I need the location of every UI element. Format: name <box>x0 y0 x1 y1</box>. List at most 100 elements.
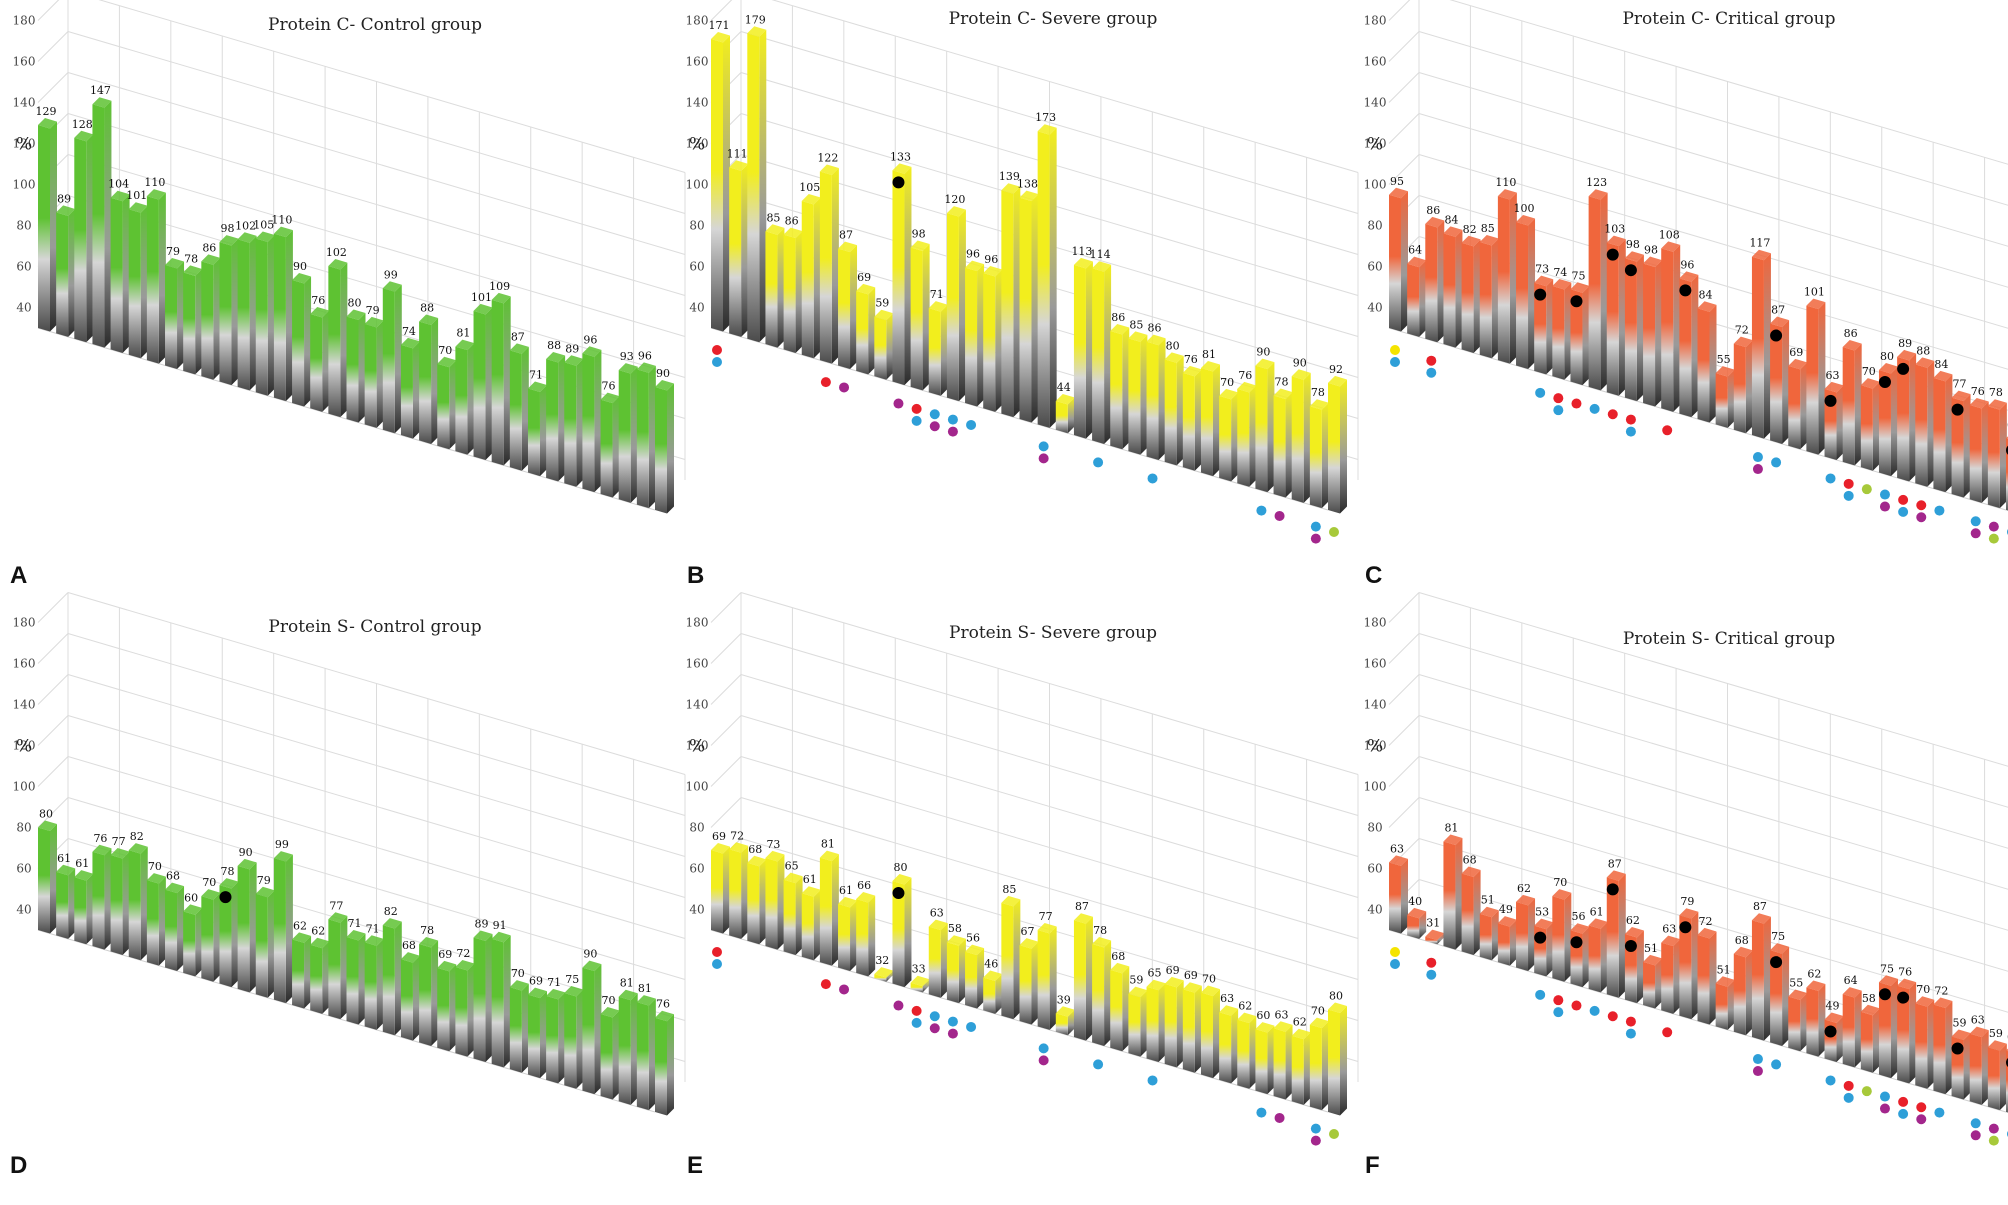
bar-top <box>1237 381 1257 393</box>
bar <box>1715 976 1735 1030</box>
bar-side <box>1321 402 1329 509</box>
bar-side <box>1782 946 1790 1046</box>
black-dot-marker <box>1679 284 1692 297</box>
bar-side <box>1727 369 1735 428</box>
bar <box>1001 895 1021 1020</box>
bar-top <box>165 882 185 894</box>
bar-value-label: 76 <box>1971 385 1985 398</box>
y-tick-label: 60 <box>16 862 31 876</box>
bar-front <box>1291 1035 1304 1105</box>
bar-front <box>729 849 742 939</box>
bar-side <box>213 892 221 982</box>
bar-value-label: 89 <box>475 918 489 931</box>
bar <box>618 363 638 503</box>
black-dot-marker <box>219 891 232 904</box>
bar <box>1073 913 1093 1041</box>
bar-front <box>1842 994 1855 1068</box>
bar-value-label: 46 <box>984 957 998 970</box>
y-tick-label: 120 <box>686 739 709 753</box>
bar-side <box>1836 1016 1844 1063</box>
legend-markers <box>712 947 1339 1146</box>
bar-top <box>1987 1040 2007 1051</box>
black-dot-marker <box>1534 288 1547 301</box>
bar <box>1425 929 1445 945</box>
bar-top <box>1407 907 1427 919</box>
bar-front <box>1128 338 1141 455</box>
bar-front <box>509 350 522 471</box>
bar <box>1933 370 1953 493</box>
bar-top <box>1969 1026 1989 1038</box>
bar <box>1770 943 1790 1046</box>
bar-side <box>648 998 656 1111</box>
bar-front <box>1842 347 1855 466</box>
bar-top <box>838 241 858 253</box>
bar-side <box>1321 1021 1329 1111</box>
bar-side <box>1509 192 1517 364</box>
bar-top <box>273 226 293 238</box>
marker-purple-dot <box>947 426 958 437</box>
bar-top <box>38 820 57 832</box>
y-tick-label: 60 <box>16 260 31 274</box>
y-tick-label: 100 <box>13 780 36 794</box>
bar-front <box>1606 877 1619 998</box>
bar-side <box>1818 984 1826 1057</box>
bar-top <box>310 937 330 949</box>
highlight-dots <box>892 887 905 900</box>
bar-value-label: 87 <box>1771 304 1785 317</box>
bar-side <box>358 313 366 423</box>
bar-side <box>576 989 584 1089</box>
bar <box>38 820 57 934</box>
bar-top <box>292 932 312 943</box>
bar-top <box>364 935 384 946</box>
bar-top <box>1915 996 1935 1007</box>
bar-side <box>68 868 76 939</box>
bar-side <box>958 209 966 402</box>
bar <box>92 844 112 950</box>
bar-top <box>1806 980 1826 992</box>
bar <box>146 873 166 966</box>
bar-top <box>1073 913 1093 924</box>
bar-value-label: 96 <box>583 333 597 346</box>
grid-depth-line <box>710 715 742 746</box>
bar <box>1516 214 1536 370</box>
bar-side <box>1872 1008 1880 1073</box>
bar-top <box>1461 235 1481 247</box>
bar <box>1055 394 1075 434</box>
bar-side <box>741 163 749 337</box>
bar <box>1860 1004 1880 1073</box>
marker-red-dot <box>1426 355 1437 366</box>
bar-front <box>437 967 450 1052</box>
bar-front <box>364 942 377 1030</box>
bar-front <box>582 967 595 1095</box>
bar-value-label: 110 <box>271 214 292 227</box>
bar-front <box>1751 256 1764 439</box>
bar-value-label: 49 <box>1826 1000 1840 1013</box>
bar-front <box>1479 913 1492 961</box>
bar-side <box>521 346 529 471</box>
black-dot-marker <box>1679 921 1692 934</box>
bar-side <box>1401 858 1408 934</box>
bar <box>255 231 275 396</box>
bar-front <box>292 939 305 1009</box>
bar-top <box>1969 397 1989 409</box>
bar <box>255 886 275 998</box>
bar-top <box>1425 929 1445 941</box>
bar <box>1552 889 1572 982</box>
marker-blue-dot <box>1843 1092 1854 1103</box>
bar-top <box>1987 399 2007 410</box>
bar-value-label: 76 <box>656 998 670 1011</box>
bar-value-label: 73 <box>766 838 780 851</box>
bar-top <box>1860 1004 1880 1016</box>
bar-side <box>1800 362 1808 450</box>
marker-blue-dot <box>1038 441 1049 452</box>
bar-side <box>1013 186 1021 418</box>
bar-value-label: 62 <box>1626 914 1640 927</box>
bar-front <box>1624 258 1637 402</box>
bar-front <box>455 346 468 455</box>
highlight-dots <box>219 891 232 904</box>
panel-d-letter: D <box>10 1152 27 1179</box>
bar-side <box>813 889 821 961</box>
bar-top <box>928 301 948 312</box>
bar-front <box>201 896 214 982</box>
